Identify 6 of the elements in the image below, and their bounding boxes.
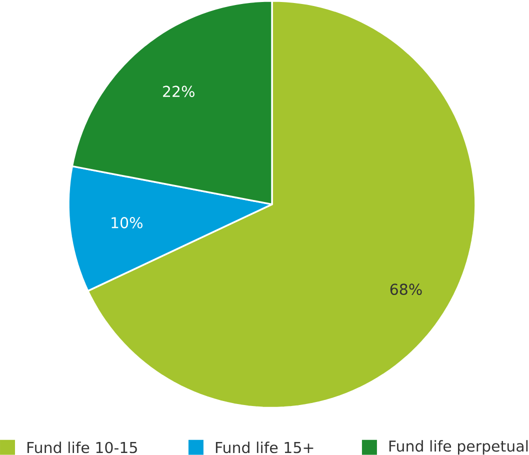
legend-label: Fund life 15+ (216, 442, 314, 454)
data-label: 22% (163, 86, 194, 98)
legend-label: Fund life perpetual (389, 440, 528, 455)
data-label: 68% (390, 284, 422, 296)
data-label: 10% (112, 217, 142, 228)
legend-label: Fund life 10-15 (27, 442, 137, 454)
